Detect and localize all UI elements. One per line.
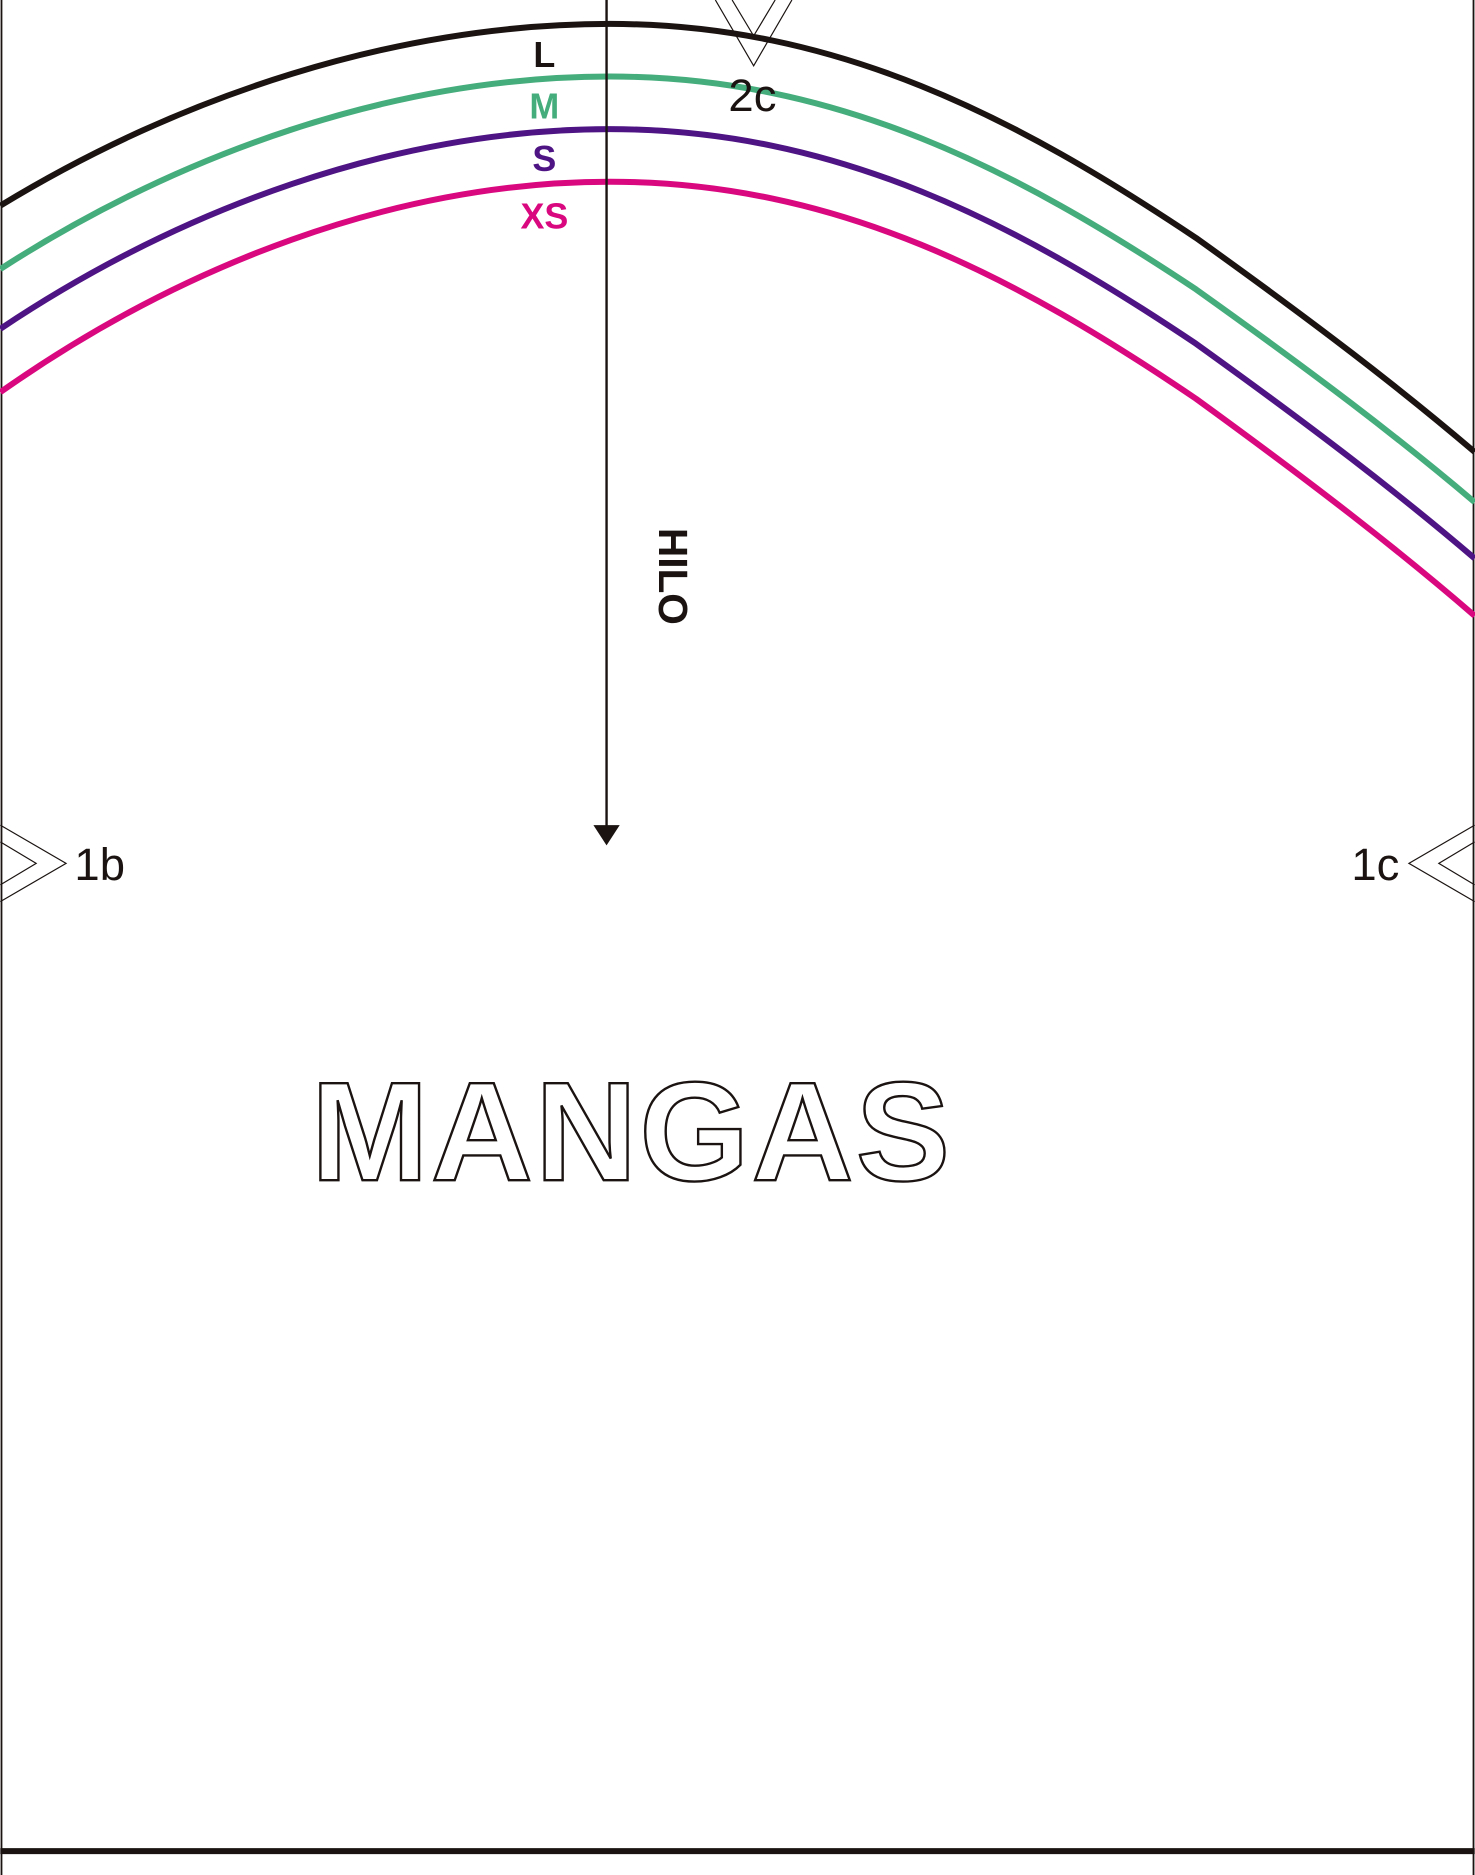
- size-label: XS: [520, 196, 568, 236]
- size-label: M: [529, 86, 559, 126]
- notch-label: 2c: [728, 70, 776, 121]
- notch-label: 1b: [74, 839, 125, 890]
- notch-top: [714, 0, 793, 67]
- size-curves: [0, 20, 1475, 619]
- size-curve: [0, 20, 1475, 455]
- size-curve: [0, 126, 1475, 561]
- size-curve: [0, 73, 1475, 505]
- notch-left: [0, 824, 68, 903]
- grainline-arrow: [593, 825, 620, 846]
- size-label: L: [533, 35, 555, 75]
- size-curve: [0, 178, 1475, 619]
- size-label: S: [532, 139, 556, 179]
- piece-title: MANGAS: [311, 1052, 952, 1210]
- grainline-label: HILO: [650, 528, 696, 625]
- notch-label: 1c: [1351, 839, 1399, 890]
- notch-right: [1407, 824, 1475, 903]
